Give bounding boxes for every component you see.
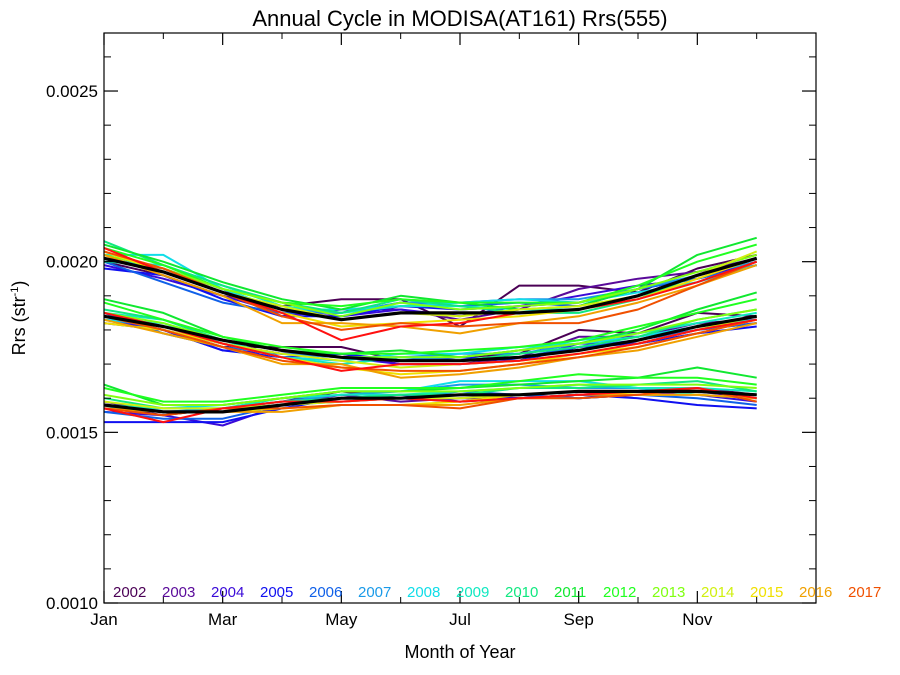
y-tick-label: 0.0010 — [46, 594, 98, 613]
series-line-lower — [103, 387, 757, 417]
legend-entry-2003: 2003 — [162, 584, 195, 601]
x-tick-label: Sep — [564, 610, 594, 629]
series-line-upper — [103, 253, 757, 318]
x-tick-label: Mar — [208, 610, 238, 629]
tick-layer: Jan Mar May Jul Sep Nov 0.0010 0.0015 0.0020 0.00… — [46, 33, 816, 629]
x-tick-label: Nov — [682, 610, 713, 629]
legend-entry-2012: 2012 — [603, 584, 636, 601]
chart-title: Annual Cycle in MODISA(AT161) Rrs(555) — [252, 6, 667, 31]
y-tick-label: 0.0020 — [46, 253, 98, 272]
y-axis-label-close: ) — [9, 281, 29, 287]
series-line-upper — [103, 236, 757, 311]
x-axis-label: Month of Year — [404, 642, 515, 662]
series-line-lower — [103, 383, 757, 406]
y-tick-label: 0.0015 — [46, 423, 98, 442]
x-tick-label: Jul — [449, 610, 471, 629]
legend-entry-2014: 2014 — [701, 584, 734, 601]
mean-line-lower — [103, 389, 757, 414]
legend-entry-2011: 2011 — [554, 584, 586, 601]
series-line-middle — [103, 298, 757, 355]
legend: 2002 2003 2004 2005 2006 2007 2008 2009 2010 2011… — [113, 584, 881, 601]
y-axis-label: Rrs (str-1) — [9, 281, 29, 356]
legend-entry-2010: 2010 — [505, 584, 538, 601]
legend-entry-2008: 2008 — [407, 584, 440, 601]
y-tick-label: 0.0025 — [46, 82, 98, 101]
mean-line-middle — [103, 314, 757, 363]
x-tick-label: May — [325, 610, 358, 629]
legend-entry-2005: 2005 — [260, 584, 293, 601]
legend-entry-2015: 2015 — [750, 584, 783, 601]
legend-entry-2004: 2004 — [211, 584, 244, 601]
y-axis-label-main: Rrs (str — [9, 296, 29, 355]
series-line-middle — [103, 311, 757, 372]
mean-layer — [103, 256, 758, 414]
series-line-middle — [103, 291, 757, 359]
series-line-upper — [103, 253, 758, 335]
legend-entry-2007: 2007 — [358, 584, 391, 601]
legend-entry-2006: 2006 — [309, 584, 342, 601]
legend-entry-2016: 2016 — [799, 584, 832, 601]
y-axis-label-sup: -1 — [9, 287, 21, 297]
legend-entry-2017: 2017 — [848, 584, 881, 601]
legend-entry-2013: 2013 — [652, 584, 685, 601]
mean-line-upper — [103, 256, 758, 322]
series-line-lower — [103, 373, 757, 403]
series-line-middle — [103, 315, 757, 372]
legend-entry-2009: 2009 — [456, 584, 489, 601]
legend-entry-2002: 2002 — [113, 584, 146, 601]
x-tick-label: Jan — [90, 610, 117, 629]
